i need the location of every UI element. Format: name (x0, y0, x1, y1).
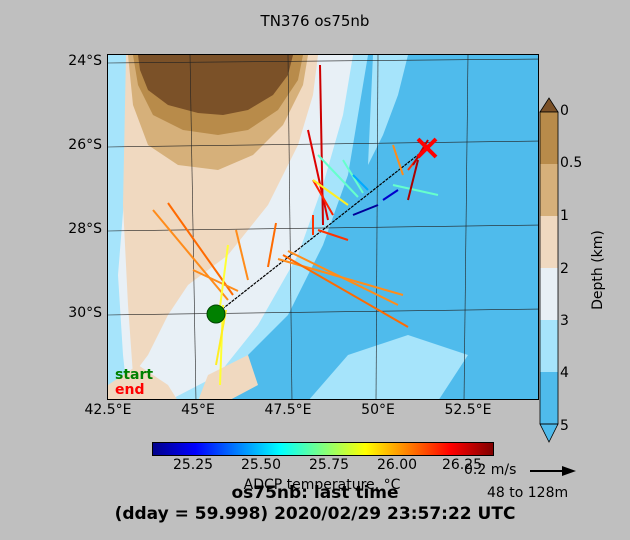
map-panel: start end (107, 54, 539, 400)
map-canvas (108, 55, 538, 399)
vector-arrow (152, 209, 229, 301)
lon-label: 52.5°E (444, 402, 492, 418)
temp-tick: 25.50 (240, 457, 282, 473)
depth-colorbar (539, 97, 559, 443)
lat-label: 24°S (68, 53, 102, 69)
scale-arrow-icon (530, 466, 576, 476)
vector-arrow (392, 144, 404, 176)
vector-arrow (407, 159, 419, 201)
lon-label: 47.5°E (264, 402, 312, 418)
vector-arrow (382, 189, 399, 201)
vector-arrow (235, 229, 249, 281)
footer-line2: (dday = 59.998) 2020/02/29 23:57:22 UTC (114, 504, 516, 524)
vector-arrow (317, 154, 359, 198)
scale-speed: 0.2 m/s (464, 462, 517, 478)
vector-arrow (392, 184, 439, 196)
vector-arrow (215, 309, 227, 366)
lon-label: 45°E (181, 402, 215, 418)
vector-arrow (167, 202, 234, 296)
depth-tick: 0 (560, 103, 569, 119)
legend-end: end (115, 382, 145, 398)
vector-arrow (317, 229, 349, 241)
vector-arrow (219, 244, 229, 308)
vector-arrow (192, 269, 239, 292)
lon-label: 42.5°E (84, 402, 132, 418)
vector-arrow (352, 204, 379, 216)
land-madagascar (138, 55, 293, 115)
depth-tick: 5 (560, 418, 569, 434)
footer-line1: os75nb: last time (231, 483, 399, 503)
depth-tick: 3 (560, 313, 569, 329)
legend-start: start (115, 367, 154, 383)
vector-arrow (312, 179, 349, 206)
vector-arrow (312, 179, 334, 216)
depth-tick: 0.5 (560, 155, 583, 171)
end-marker (416, 137, 438, 159)
vector-arrow (267, 222, 277, 268)
vector-arrow (287, 250, 399, 306)
start-marker (206, 304, 226, 324)
temp-tick: 26.00 (376, 457, 418, 473)
vector-arrow (342, 159, 364, 194)
lat-label: 30°S (68, 305, 102, 321)
lon-label: 50°E (361, 402, 395, 418)
plot-title: TN376 os75nb (260, 12, 370, 30)
vector-arrow (352, 174, 369, 191)
temp-tick: 26.25 (441, 457, 483, 473)
lat-label: 28°S (68, 221, 102, 237)
vector-arrow (282, 254, 409, 328)
temp-tick: 25.75 (308, 457, 350, 473)
temperature-colorbar (152, 442, 494, 456)
depth-tick: 1 (560, 208, 569, 224)
graticule (108, 55, 538, 399)
vector-arrow (307, 129, 329, 221)
depth-tick: 2 (560, 261, 569, 277)
depth-colorbar-label: Depth (km) (590, 230, 606, 310)
lat-label: 26°S (68, 137, 102, 153)
temperature-colorbar-label: ADCP temperature, °C (243, 477, 401, 493)
temp-tick: 25.25 (172, 457, 214, 473)
scale-depth-range: 48 to 128m (487, 485, 569, 501)
depth-tick: 4 (560, 365, 569, 381)
